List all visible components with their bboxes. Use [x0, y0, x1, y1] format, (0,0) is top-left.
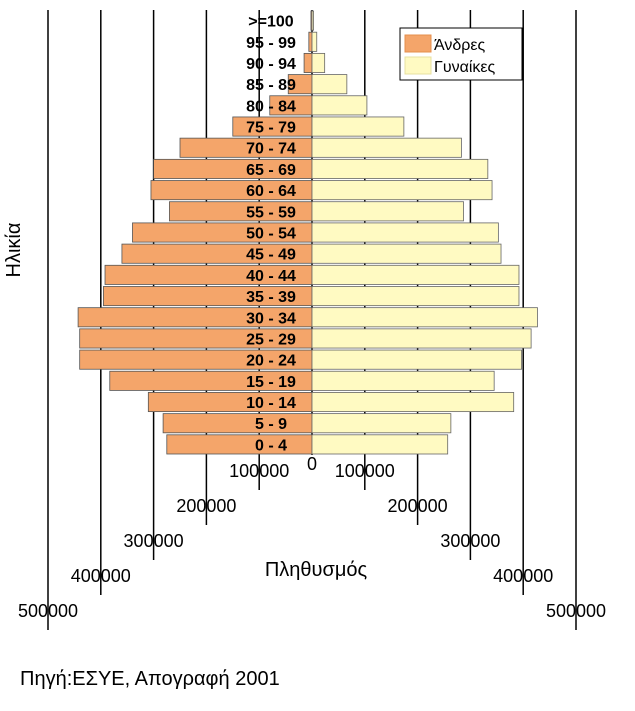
bar-women	[311, 392, 515, 413]
tick-label-zero: 0	[307, 454, 317, 474]
source-note: Πηγή:ΕΣΥΕ, Απογραφή 2001	[20, 668, 280, 690]
age-group-label: 20 - 24	[246, 353, 296, 370]
tick-labels-layer: 0 100000 200000 300000 400000 500000 100000 200…	[18, 454, 606, 621]
age-group-label: 30 - 34	[246, 310, 296, 327]
age-group-label: 45 - 49	[246, 247, 296, 264]
age-group-label: 55 - 59	[246, 204, 296, 221]
age-group-label: 65 - 69	[246, 162, 296, 179]
tick-label-left: 400000	[71, 566, 131, 586]
legend: Άνδρες Γυναίκες	[399, 27, 523, 81]
age-group-label: 35 - 39	[246, 289, 296, 306]
tick-label-left: 200000	[176, 496, 236, 516]
bar-women	[311, 286, 520, 307]
age-group-label: 50 - 54	[246, 226, 296, 243]
bar-women	[311, 328, 532, 349]
age-group-label: 0 - 4	[255, 437, 287, 454]
age-group-label: 75 - 79	[246, 120, 296, 137]
bar-women	[311, 31, 318, 52]
age-group-label: 5 - 9	[255, 416, 287, 433]
bars-layer	[77, 10, 538, 455]
age-group-label: 70 - 74	[246, 141, 296, 158]
tick-label-right: 300000	[440, 531, 500, 551]
bar-women	[311, 349, 523, 370]
tick-label-right: 500000	[546, 601, 606, 621]
bar-women	[311, 434, 449, 455]
legend-swatch-men	[404, 34, 432, 53]
legend-label-men: Άνδρες	[434, 37, 486, 54]
bar-women	[311, 370, 495, 391]
bar-women	[311, 137, 462, 158]
age-group-label: 25 - 29	[246, 331, 296, 348]
age-group-label: 90 - 94	[246, 56, 296, 73]
bar-men	[308, 31, 313, 52]
x-axis-label: Πληθυσμός	[265, 559, 368, 581]
legend-swatch-women	[404, 56, 432, 75]
age-group-label: >=100	[248, 14, 293, 31]
bar-women	[311, 95, 368, 116]
legend-label-women: Γυναίκες	[434, 59, 496, 76]
tick-label-right: 200000	[388, 496, 448, 516]
tick-label-left: 300000	[124, 531, 184, 551]
age-group-label: 95 - 99	[246, 35, 296, 52]
bar-women	[311, 243, 502, 264]
bar-men	[162, 413, 313, 434]
tick-label-left: 100000	[229, 461, 289, 481]
bar-women	[311, 116, 405, 137]
bar-women	[311, 52, 326, 73]
bar-men	[303, 52, 313, 73]
tick-label-right: 400000	[493, 566, 553, 586]
bar-women	[311, 201, 464, 222]
age-group-label: 80 - 84	[246, 98, 296, 115]
bar-men	[166, 434, 313, 455]
bar-women	[311, 180, 493, 201]
tick-label-left: 500000	[18, 601, 78, 621]
bar-women	[311, 74, 348, 95]
age-group-label: 10 - 14	[246, 395, 296, 412]
bar-women	[311, 264, 520, 285]
age-group-label: 60 - 64	[246, 183, 296, 200]
bar-women	[311, 413, 452, 434]
age-group-label: 85 - 89	[246, 77, 296, 94]
tick-label-right: 100000	[335, 461, 395, 481]
bar-women	[311, 158, 489, 179]
bar-women	[311, 222, 499, 243]
age-group-label: 15 - 19	[246, 374, 296, 391]
y-axis-label: Ηλικία	[3, 223, 25, 278]
age-group-label: 40 - 44	[246, 268, 296, 285]
bar-women	[311, 307, 538, 328]
age-labels-layer: 0 - 4 5 - 9 10 - 14 15 - 19 20 - 24 25 - 29 30…	[246, 14, 296, 455]
bar-women	[311, 10, 314, 31]
